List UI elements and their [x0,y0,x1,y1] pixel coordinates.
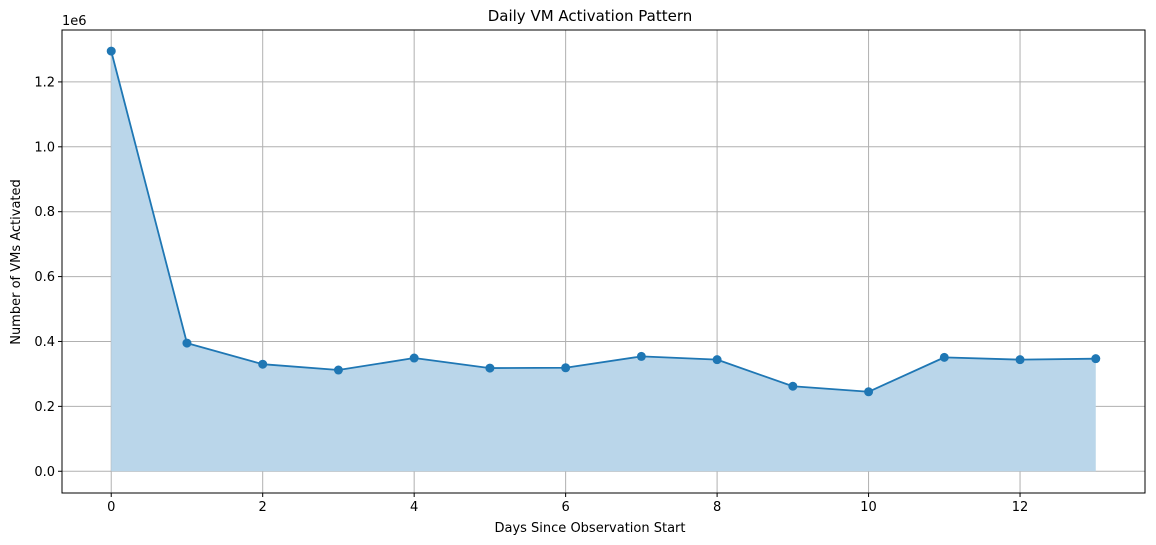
data-point [485,363,495,373]
y-axis-ticks: 0.0 0.2 0.4 0.6 0.8 1.0 1.2 [34,75,62,480]
data-point [106,46,116,56]
data-point [712,355,722,365]
x-tick-label: 8 [713,500,721,515]
data-point [1015,355,1025,365]
x-axis-ticks: 0 2 4 6 8 10 12 [107,493,1028,515]
area-layer [111,51,1096,472]
marker-layer [106,46,1101,397]
y-tick-label: 0.6 [34,270,55,285]
data-point [864,387,874,397]
y-offset-label: 1e6 [62,14,87,29]
chart-title: Daily VM Activation Pattern [488,7,693,25]
x-tick-label: 4 [410,500,418,515]
x-tick-label: 0 [107,500,115,515]
data-point [788,381,798,391]
data-point [561,363,571,373]
x-axis-label: Days Since Observation Start [494,521,685,536]
data-point [333,365,343,375]
y-tick-label: 1.2 [34,75,55,90]
x-tick-label: 6 [561,500,569,515]
data-point [1091,354,1101,364]
series-area-fill [111,51,1096,472]
y-tick-label: 0.2 [34,400,55,415]
data-point [939,352,949,362]
data-point [182,338,192,348]
data-point [636,351,646,361]
y-tick-label: 0.0 [34,465,55,480]
y-tick-label: 0.8 [34,205,55,220]
line-layer [110,50,1096,393]
x-tick-label: 12 [1012,500,1029,515]
y-tick-label: 0.4 [34,335,55,350]
x-tick-label: 10 [860,500,877,515]
data-point [409,353,419,363]
data-point [258,359,268,369]
y-axis-label: Number of VMs Activated [9,179,24,345]
plot-frame [61,29,1146,494]
series-line [110,50,1096,393]
x-tick-label: 2 [259,500,267,515]
y-tick-label: 1.0 [34,140,55,155]
